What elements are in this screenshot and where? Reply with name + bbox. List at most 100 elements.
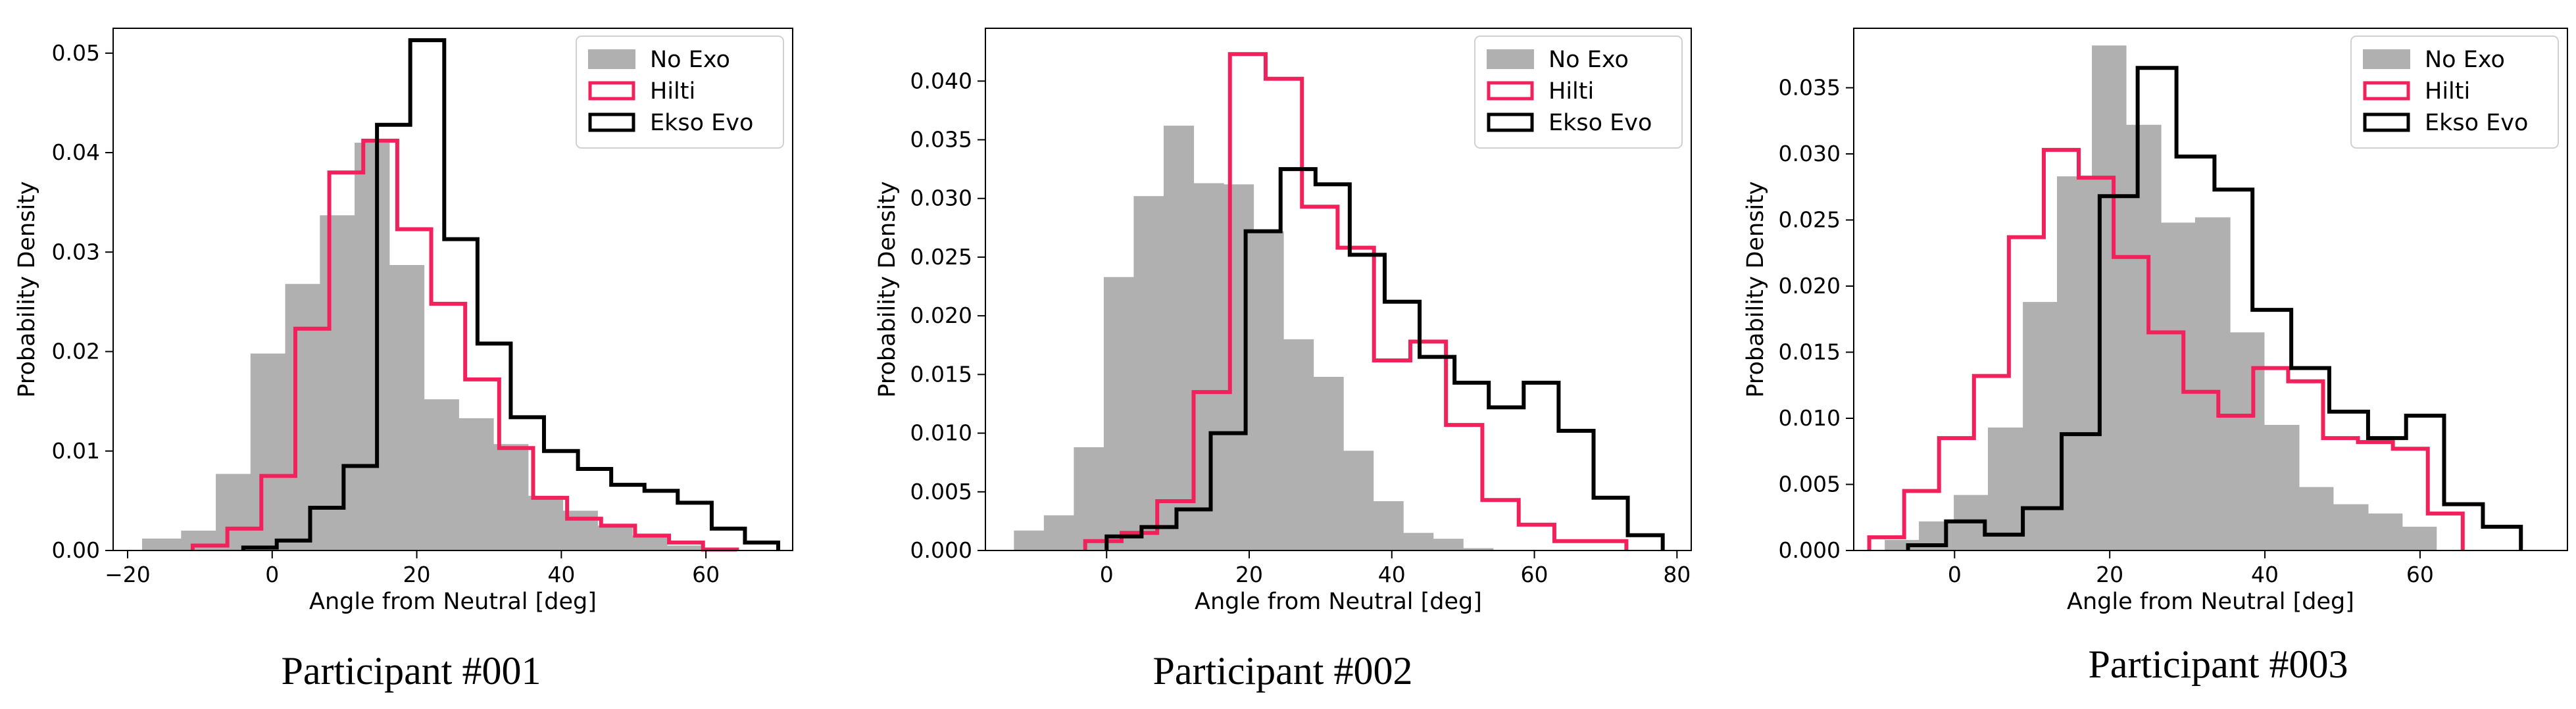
hist-bar	[2023, 302, 2058, 550]
y-tick-label: 0.010	[1779, 405, 1841, 431]
legend-label-ekso: Ekso Evo	[1548, 110, 1652, 136]
x-tick-label: 0	[1948, 562, 1962, 587]
hist-bar	[528, 495, 564, 550]
x-tick-label: 40	[547, 562, 575, 587]
hist-bar	[1103, 277, 1135, 550]
x-tick-label: 40	[2251, 562, 2279, 587]
panel-caption: Participant #002	[1153, 649, 1413, 693]
y-tick-label: 0.000	[1779, 537, 1841, 563]
legend-label-no-exo: No Exo	[650, 47, 730, 73]
hist-bar	[2333, 504, 2369, 550]
legend-swatch-no-exo	[588, 49, 635, 69]
legend: No Exo Hilti Ekso Evo	[576, 36, 784, 149]
legend-swatch-ekso-evo	[1487, 112, 1534, 132]
chart-panel-2: 0 20 40 60 80 0.000 0.005 0.010 0.015 0.020 0.025 0…	[874, 28, 1692, 693]
y-axis-label: Probability Density	[14, 181, 40, 397]
hist-bar	[2161, 222, 2196, 550]
hist-bar	[1885, 539, 1920, 550]
hist-bar	[2264, 425, 2300, 550]
y-tick-label: 0.035	[910, 127, 972, 153]
y-tick-label: 0.030	[910, 185, 972, 211]
hist-bar	[216, 474, 251, 550]
y-tick-label: 0.005	[1779, 471, 1841, 497]
hist-bar	[1074, 447, 1104, 550]
hist-step-line	[1104, 167, 1665, 550]
x-axis-label: Angle from Neutral [deg]	[309, 589, 597, 615]
hist-bar	[141, 538, 182, 550]
x-tick-label: 60	[2406, 562, 2434, 587]
hist-bar	[1313, 376, 1344, 550]
hist-step-line	[241, 38, 781, 550]
y-axis-label: Probability Density	[1743, 181, 1769, 397]
chart-panel-1: −20 0 20 40 60 0.00 0.01 0.02 0.03 0.04 0.05 Angle …	[14, 28, 793, 693]
y-tick-label: 0.020	[1779, 273, 1841, 299]
hist-bar	[1988, 428, 2023, 550]
hist-bar	[666, 545, 703, 550]
hist-step-line	[1867, 147, 2465, 550]
legend-label-no-exo: No Exo	[1548, 47, 1629, 73]
hist-bar	[2229, 332, 2265, 550]
legend-label-hilti: Hilti	[1548, 78, 1594, 105]
x-tick-label: 20	[403, 562, 431, 587]
x-tick-label: 60	[1521, 562, 1548, 587]
hist-bar	[1403, 533, 1434, 550]
legend-swatch-ekso-evo	[588, 112, 635, 132]
y-tick-label: 0.040	[910, 68, 972, 93]
hist-bar	[1283, 339, 1314, 550]
hist-bar	[285, 283, 320, 550]
series-ekso	[1104, 167, 1665, 550]
legend: No Exo Hilti Ekso Evo	[1474, 36, 1683, 149]
hist-bar	[2125, 124, 2162, 550]
hist-bar	[458, 418, 494, 550]
panel-caption: Participant #003	[2089, 643, 2348, 686]
panel-caption: Participant #001	[282, 649, 541, 693]
legend-label-hilti: Hilti	[2425, 78, 2470, 105]
x-tick-label: 20	[1235, 562, 1263, 587]
x-tick-label: −20	[105, 562, 151, 587]
y-tick-label: 0.05	[52, 40, 100, 66]
series-no-exo	[141, 142, 703, 550]
y-tick-label: 0.02	[52, 339, 100, 364]
plot-frame	[1853, 28, 2568, 551]
y-tick-label: 0.025	[910, 244, 972, 270]
chart-panel-3: 0 20 40 60 0.000 0.005 0.010 0.015 0.020 0.025 0.0…	[1743, 28, 2568, 686]
x-tick-label: 0	[265, 562, 279, 587]
y-tick-label: 0.035	[1779, 74, 1841, 100]
hist-step-line	[1906, 66, 2523, 550]
hist-bar	[2367, 513, 2403, 550]
y-tick-label: 0.015	[1779, 339, 1841, 364]
y-tick-label: 0.010	[910, 420, 972, 446]
y-tick-label: 0.03	[52, 239, 100, 264]
x-tick-label: 0	[1100, 562, 1114, 587]
series-hilti	[190, 138, 739, 552]
hist-bar	[2194, 217, 2231, 550]
series-ekso	[1906, 66, 2523, 550]
y-tick-label: 0.01	[52, 438, 100, 464]
hist-bar	[320, 215, 355, 550]
x-axis-label: Angle from Neutral [deg]	[1195, 589, 1482, 615]
legend-label-ekso: Ekso Evo	[650, 110, 753, 136]
hist-bar	[389, 264, 425, 550]
hist-bar	[493, 444, 529, 550]
hist-bar	[1253, 231, 1284, 550]
y-tick-label: 0.000	[910, 537, 972, 563]
y-tick-label: 0.015	[910, 361, 972, 387]
y-tick-label: 0.030	[1779, 141, 1841, 166]
plot-frame	[985, 28, 1692, 551]
legend-label-hilti: Hilti	[650, 78, 695, 105]
legend-label-no-exo: No Exo	[2425, 47, 2505, 73]
hist-step-line	[1083, 52, 1629, 550]
hist-bar	[2298, 487, 2334, 550]
hist-bar	[1373, 501, 1404, 550]
x-axis-label: Angle from Neutral [deg]	[2067, 589, 2354, 615]
series-no-exo	[1014, 126, 1494, 551]
hist-bar	[250, 353, 286, 550]
hist-bar	[597, 526, 633, 550]
hist-step-line	[190, 138, 739, 552]
x-tick-label: 40	[1378, 562, 1406, 587]
hist-bar	[1043, 515, 1074, 550]
hist-bar	[2092, 45, 2127, 550]
hist-bar	[181, 530, 216, 550]
y-tick-label: 0.025	[1779, 207, 1841, 232]
